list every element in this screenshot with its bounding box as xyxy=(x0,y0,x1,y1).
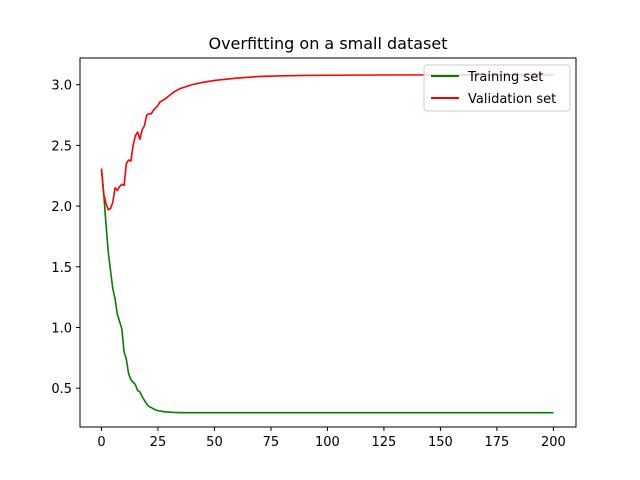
legend: Training set Validation set xyxy=(423,64,571,112)
x-tick-label: 150 xyxy=(428,435,453,450)
plot-lines xyxy=(100,74,554,414)
y-tick-label: 1.5 xyxy=(51,261,72,276)
chart-title: Overfitting on a small dataset xyxy=(208,34,447,53)
x-tick-label: 200 xyxy=(541,435,566,450)
x-tick-label: 175 xyxy=(484,435,509,450)
x-tick-label: 75 xyxy=(263,435,280,450)
series-line-training xyxy=(100,169,554,414)
series-line-validation xyxy=(100,74,554,211)
x-tick-label: 0 xyxy=(97,435,105,450)
x-tick-label: 50 xyxy=(206,435,223,450)
legend-box xyxy=(423,64,571,112)
legend-label-validation: Validation set xyxy=(468,92,556,107)
y-tick-label: 3.0 xyxy=(51,79,72,94)
x-tick-label: 100 xyxy=(315,435,340,450)
x-tick-label: 25 xyxy=(150,435,167,450)
x-axis: 0 25 50 75 100 125 150 175 200 xyxy=(97,427,566,450)
y-tick-label: 0.5 xyxy=(51,382,72,397)
plot-frame xyxy=(79,57,577,428)
x-tick-label: 125 xyxy=(372,435,397,450)
y-tick-label: 2.5 xyxy=(51,139,72,154)
y-axis: 0.5 1.0 1.5 2.0 2.5 3.0 xyxy=(51,79,80,397)
y-tick-label: 2.0 xyxy=(51,200,72,215)
legend-label-training: Training set xyxy=(467,70,543,85)
y-tick-label: 1.0 xyxy=(51,321,72,336)
